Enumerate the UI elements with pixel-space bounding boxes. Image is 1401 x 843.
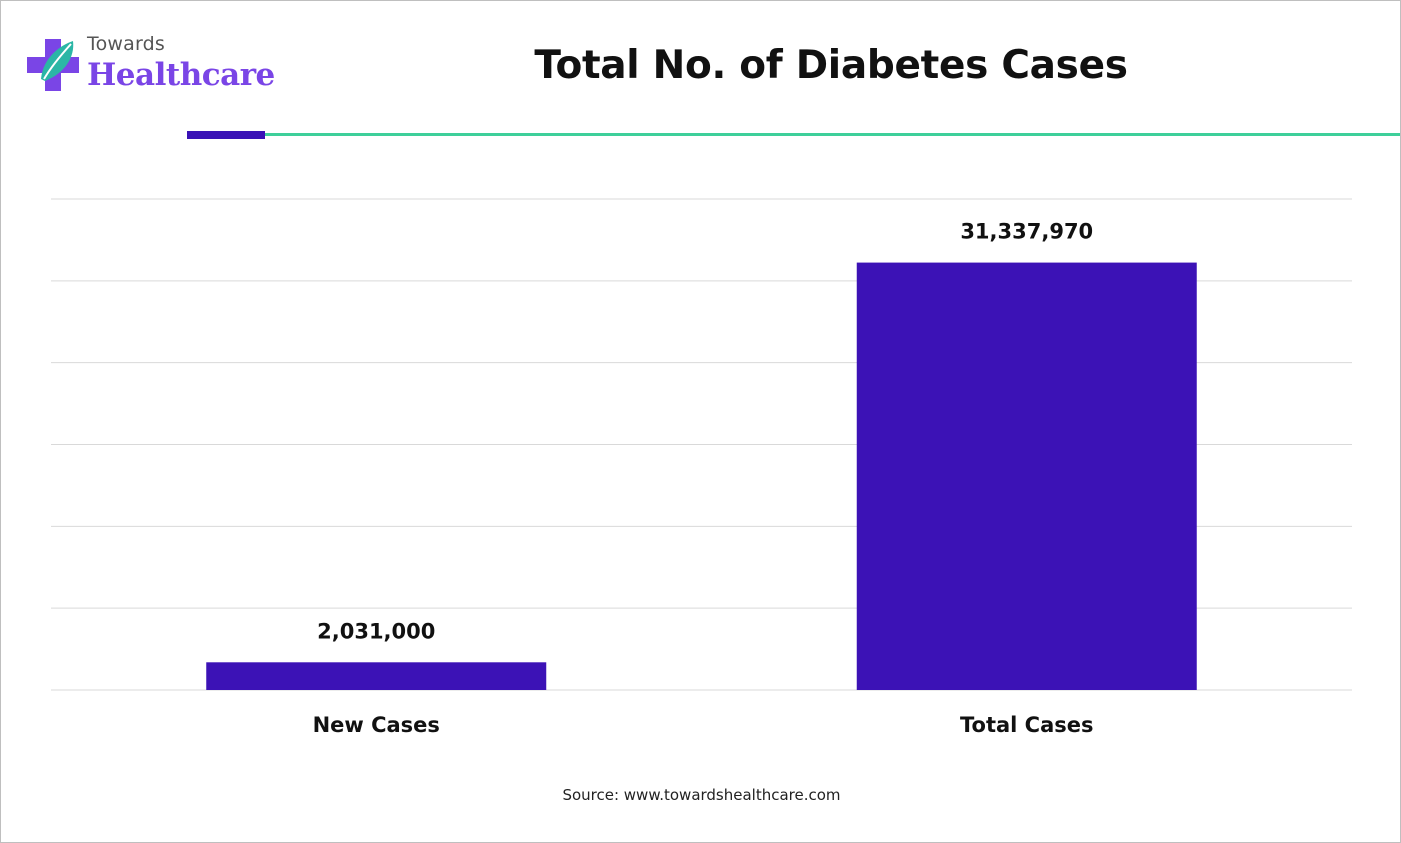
bars xyxy=(206,262,1197,690)
category-label: New Cases xyxy=(313,713,440,737)
data-label: 2,031,000 xyxy=(317,619,435,643)
category-labels: New Cases Total Cases xyxy=(313,713,1094,737)
logo-top-text: Towards xyxy=(87,33,166,55)
category-label: Total Cases xyxy=(960,713,1094,737)
header-divider-line xyxy=(265,133,1400,136)
source-note: Source: www.towardshealthcare.com xyxy=(562,786,841,804)
bar xyxy=(206,662,547,690)
brand-logo: Towards Healthcare xyxy=(27,31,275,101)
logo-bottom-text: Healthcare xyxy=(87,57,275,93)
chart-title: Total No. of Diabetes Cases xyxy=(534,43,1128,88)
data-labels: 2,031,000 31,337,970 xyxy=(317,220,1093,644)
header-accent-rule xyxy=(187,131,265,139)
medical-cross-leaf-icon xyxy=(27,39,79,91)
bar xyxy=(856,262,1197,690)
data-label: 31,337,970 xyxy=(960,220,1093,244)
